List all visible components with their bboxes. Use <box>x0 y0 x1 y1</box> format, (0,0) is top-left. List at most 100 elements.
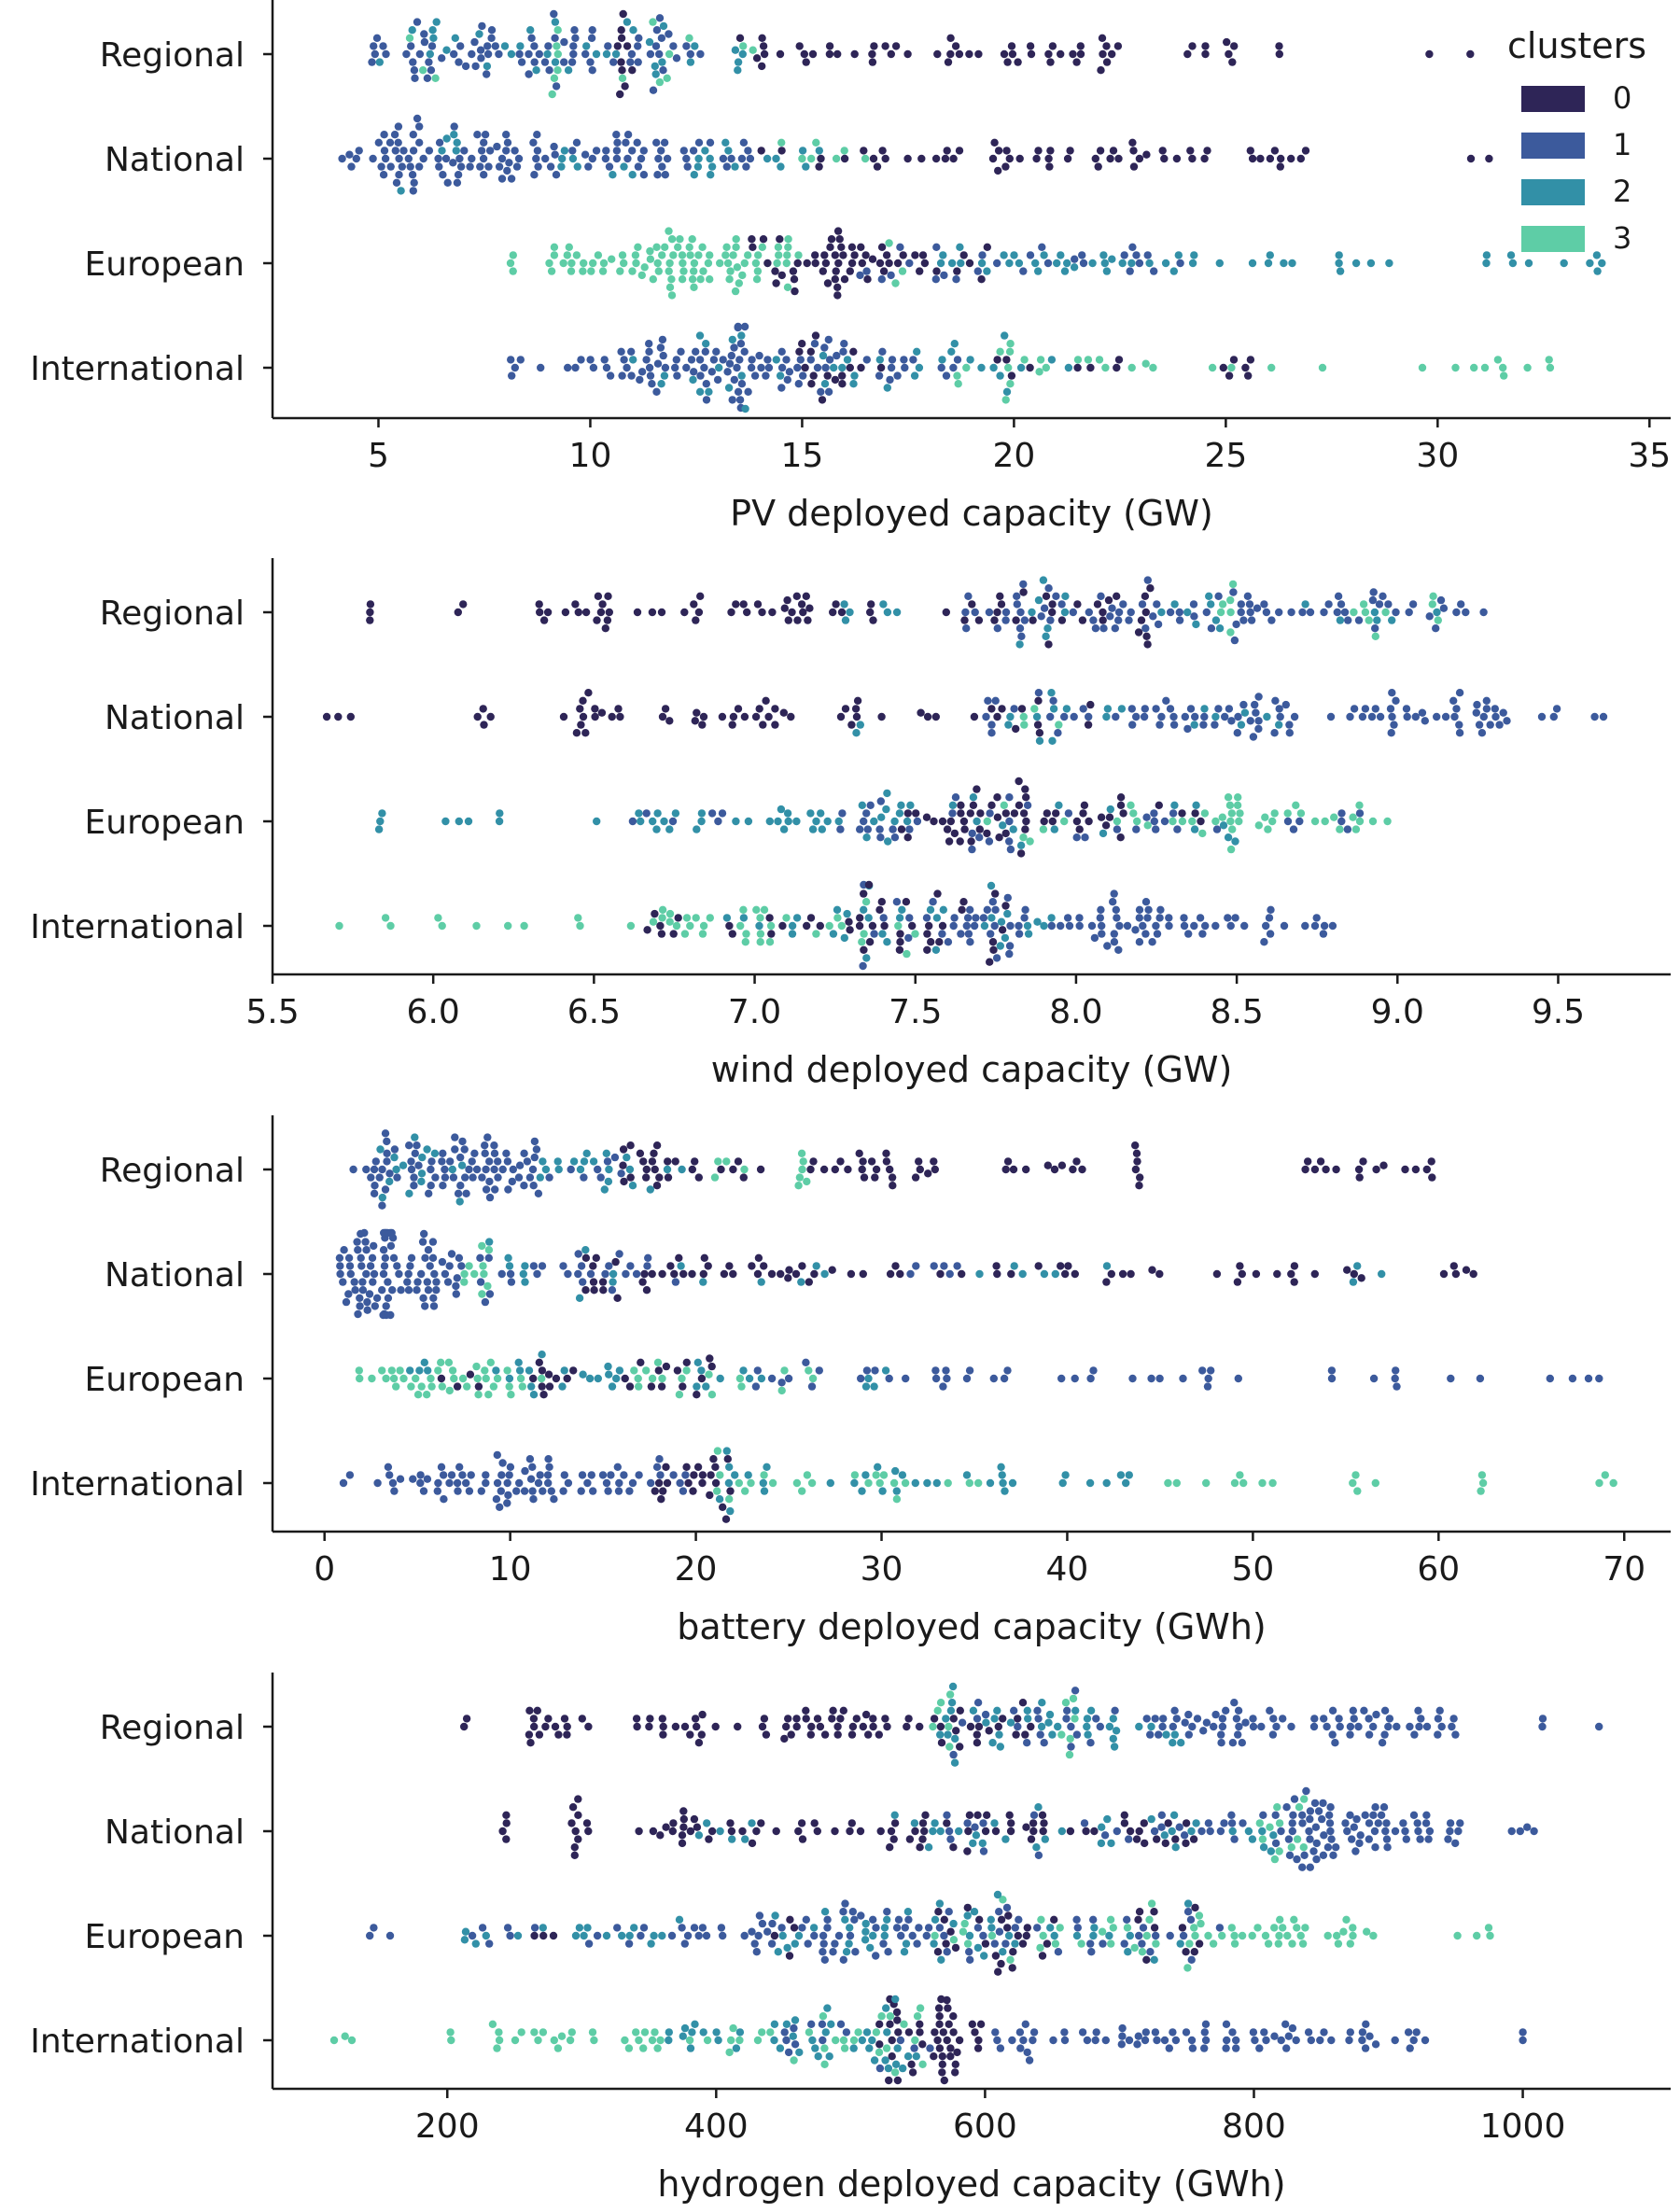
data-point <box>662 1362 671 1371</box>
data-point <box>758 243 766 251</box>
data-point <box>985 1727 993 1735</box>
data-point <box>1130 1943 1139 1953</box>
data-point <box>1000 801 1009 809</box>
data-point <box>685 2036 694 2045</box>
data-point <box>852 712 861 721</box>
data-point <box>1231 914 1239 922</box>
data-point <box>1258 1835 1267 1843</box>
data-point <box>492 1366 500 1375</box>
data-point <box>881 2056 889 2065</box>
data-point <box>541 1165 551 1174</box>
data-point <box>917 708 925 717</box>
data-point <box>953 371 961 380</box>
data-point <box>900 2020 908 2028</box>
x-tick-label: 0 <box>314 1550 335 1589</box>
data-point <box>880 1931 889 1940</box>
data-point <box>682 363 691 372</box>
data-point <box>347 2036 357 2045</box>
data-point <box>520 1182 528 1190</box>
data-point <box>455 817 463 826</box>
data-point <box>1254 724 1263 734</box>
data-point <box>872 1952 880 1960</box>
data-point <box>658 1374 666 1383</box>
data-point <box>817 809 825 818</box>
data-point <box>851 705 861 713</box>
data-point <box>558 154 567 163</box>
data-point <box>693 1823 702 1831</box>
data-point <box>877 813 886 821</box>
data-point <box>1078 616 1087 624</box>
data-point <box>686 1827 695 1836</box>
data-point <box>1219 363 1228 372</box>
data-point <box>653 171 662 179</box>
data-point <box>905 825 914 833</box>
data-point <box>639 147 648 155</box>
data-point <box>1434 1730 1442 1739</box>
data-point <box>694 608 704 617</box>
data-point <box>678 1831 687 1840</box>
data-point <box>657 1495 665 1504</box>
data-point <box>840 275 849 284</box>
data-point <box>604 1177 613 1186</box>
data-point <box>450 131 458 139</box>
data-point <box>697 817 706 826</box>
data-point <box>1160 2036 1169 2045</box>
data-point <box>1154 620 1163 629</box>
data-point <box>892 1495 902 1504</box>
data-point <box>875 259 885 268</box>
data-point <box>728 396 736 404</box>
data-point <box>699 2028 707 2037</box>
data-point <box>1153 600 1161 609</box>
data-point <box>1232 1715 1241 1723</box>
data-point <box>1060 608 1070 617</box>
data-point <box>948 809 957 818</box>
data-point <box>632 259 640 268</box>
data-point <box>1078 2028 1087 2037</box>
data-point <box>1046 1924 1055 1932</box>
data-point <box>1048 42 1057 50</box>
data-point <box>474 1382 483 1391</box>
data-point <box>1070 712 1078 721</box>
data-point <box>1170 801 1179 809</box>
data-point <box>879 1939 888 1948</box>
data-point <box>1433 608 1441 617</box>
data-point <box>847 259 857 268</box>
data-point <box>961 608 970 617</box>
y-tick-label: National <box>105 1256 245 1295</box>
data-point <box>820 1730 830 1739</box>
data-point <box>1170 1706 1179 1715</box>
data-point <box>651 70 660 78</box>
x-tick-label: 30 <box>861 1550 903 1589</box>
data-point <box>649 917 658 926</box>
data-point <box>369 154 377 163</box>
data-point <box>638 1278 647 1286</box>
data-point <box>1361 1811 1369 1820</box>
data-point <box>951 1734 959 1743</box>
data-point <box>936 1730 945 1739</box>
data-point <box>622 1269 630 1279</box>
data-point <box>932 1478 941 1488</box>
data-point <box>1040 251 1048 259</box>
data-point <box>744 251 752 259</box>
data-point <box>1001 1939 1010 1948</box>
data-point <box>960 825 969 833</box>
data-point <box>1143 640 1152 649</box>
data-point <box>1183 608 1192 617</box>
x-tick-label: 9.5 <box>1532 993 1585 1031</box>
data-point <box>1029 2036 1037 2045</box>
data-point <box>1367 712 1377 721</box>
data-point <box>460 1722 469 1731</box>
data-point <box>864 1730 873 1739</box>
data-point <box>645 363 654 372</box>
data-point <box>434 1478 442 1488</box>
data-point <box>929 1722 937 1731</box>
data-point <box>902 1374 910 1383</box>
data-point <box>734 387 743 396</box>
data-point <box>1157 712 1166 721</box>
data-point <box>1200 712 1209 721</box>
data-point <box>584 1722 593 1731</box>
data-point <box>1516 1827 1525 1836</box>
data-point <box>807 154 816 163</box>
data-point <box>1343 1266 1351 1274</box>
data-point <box>1545 356 1553 364</box>
